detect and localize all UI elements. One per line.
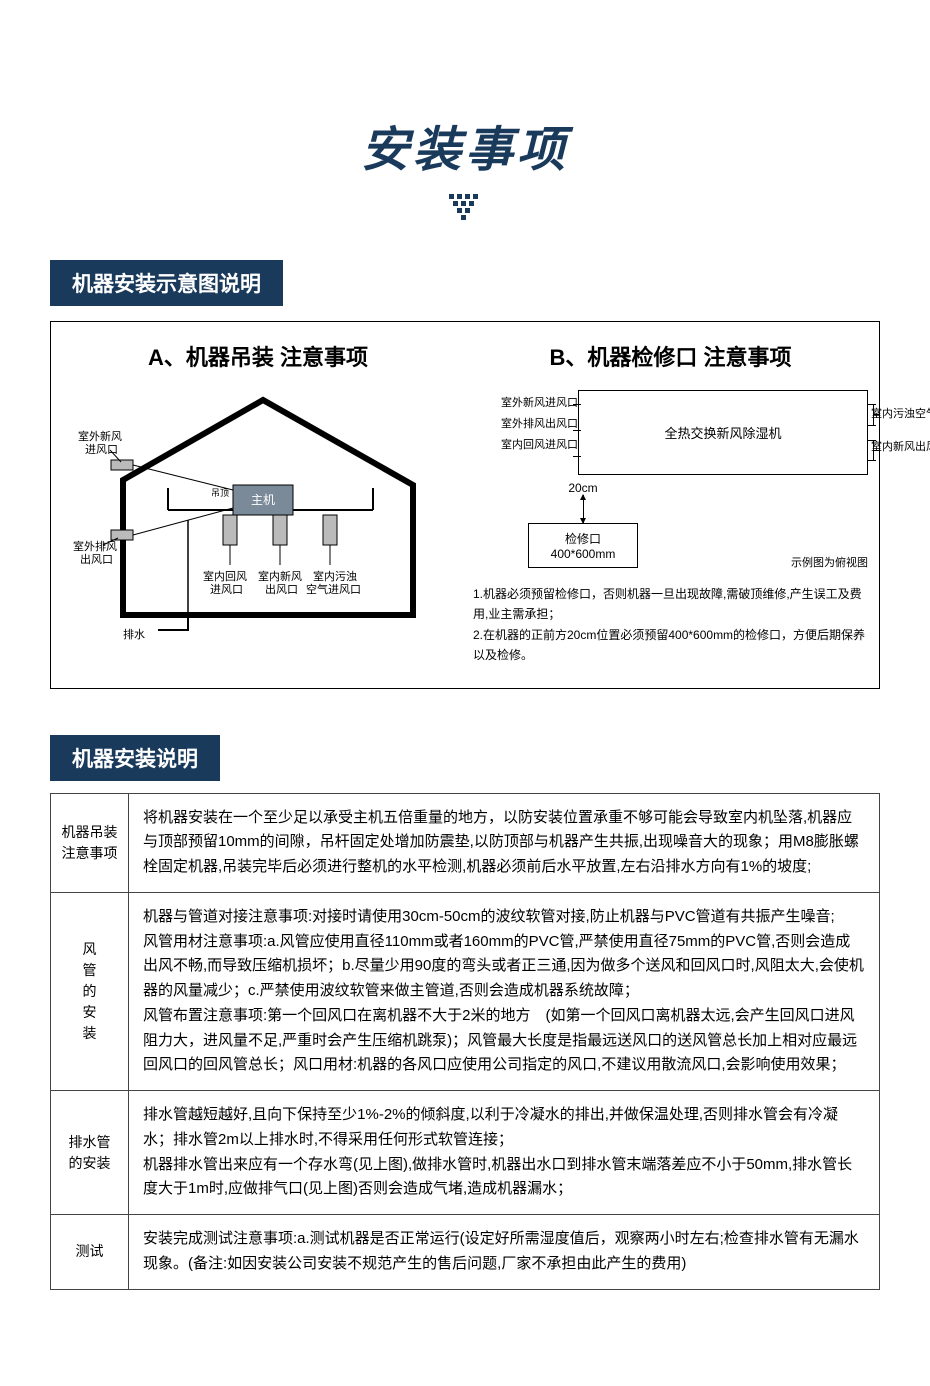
section2-tag: 机器安装说明 xyxy=(50,735,220,781)
b-gap: 20cm xyxy=(533,481,633,523)
install-table: 机器吊装 注意事项 将机器安装在一个至少足以承受主机五倍重量的地方，以防安装位置… xyxy=(50,793,880,1290)
label-outdoor-fresh-in: 室外新风进风口 xyxy=(78,429,122,456)
b-notes: 1.机器必须预留检修口，否则机器一旦出现故障,需破顶维修,产生误工及费用,业主需… xyxy=(473,584,868,666)
left-port-2: 室内回风进风口 xyxy=(473,435,578,456)
section1-tag: 机器安装示意图说明 xyxy=(50,260,283,306)
label-indoor-dirty-in: 室内污浊空气进风口 xyxy=(306,569,361,596)
hang-label: 吊顶 xyxy=(211,488,229,498)
b-caption: 示例图为俯视图 xyxy=(473,554,868,570)
host-label: 主机 xyxy=(251,493,275,507)
rowbody-3: 安装完成测试注意事项:a.测试机器是否正常运行(设定好所需湿度值后，观察两小时左… xyxy=(129,1215,880,1290)
right-port-0: 室内污浊空气进风口 xyxy=(871,398,930,431)
title-decoration xyxy=(445,192,485,222)
house-diagram: 主机 吊顶 xyxy=(73,390,443,650)
diagram-a-title: A、机器吊装 注意事项 xyxy=(73,340,443,372)
diagram-b-title: B、机器检修口 注意事项 xyxy=(473,340,868,372)
b-gap-arrow xyxy=(583,495,584,523)
b-note-2: 2.在机器的正前方20cm位置必须预留400*600mm的检修口，方便后期保养以… xyxy=(473,625,868,666)
diagram-frame: A、机器吊装 注意事项 主机 吊顶 xyxy=(50,321,880,689)
b-note-1: 1.机器必须预留检修口，否则机器一旦出现故障,需破顶维修,产生误工及费用,业主需… xyxy=(473,584,868,625)
rowbody-2: 排水管越短越好,且向下保持至少1%-2%的倾斜度,以利于冷凝水的排出,并做保温处… xyxy=(129,1091,880,1215)
table-row: 排水管 的安装 排水管越短越好,且向下保持至少1%-2%的倾斜度,以利于冷凝水的… xyxy=(51,1091,880,1215)
rowhead-0: 机器吊装 注意事项 xyxy=(51,793,129,892)
label-indoor-fresh-out: 室内新风出风口 xyxy=(258,569,302,596)
b-gap-text: 20cm xyxy=(533,481,633,495)
diagram-b: B、机器检修口 注意事项 室外新风进风口 室外排风出风口 室内回风进风口 全热交… xyxy=(473,340,868,666)
left-port-0: 室外新风进风口 xyxy=(473,393,578,414)
main-title: 安装事项 xyxy=(50,110,880,180)
label-indoor-return-in: 室内回风进风口 xyxy=(203,569,247,596)
table-row: 机器吊装 注意事项 将机器安装在一个至少足以承受主机五倍重量的地方，以防安装位置… xyxy=(51,793,880,892)
diagram-a: A、机器吊装 注意事项 主机 吊顶 xyxy=(73,340,443,666)
rowhead-3: 测试 xyxy=(51,1215,129,1290)
b-right-ports: 室内污浊空气进风口 室内新风出风口 xyxy=(871,398,930,464)
rowbody-1: 机器与管道对接注意事项:对接时请使用30cm-50cm的波纹软管对接,防止机器与… xyxy=(129,892,880,1090)
b-inspect-label: 检修口 xyxy=(529,530,637,547)
b-left-ports: 室外新风进风口 室外排风出风口 室内回风进风口 xyxy=(473,393,578,456)
b-machine-box: 全热交换新风除湿机 xyxy=(578,390,868,475)
label-outdoor-exhaust-out: 室外排风出风口 xyxy=(73,539,117,566)
table-row: 测试 安装完成测试注意事项:a.测试机器是否正常运行(设定好所需湿度值后，观察两… xyxy=(51,1215,880,1290)
table-row: 风管的安装 机器与管道对接注意事项:对接时请使用30cm-50cm的波纹软管对接… xyxy=(51,892,880,1090)
left-port-1: 室外排风出风口 xyxy=(473,414,578,435)
label-drain: 排水 xyxy=(123,627,145,641)
rowhead-1: 风管的安装 xyxy=(51,892,129,1090)
title-block: 安装事项 xyxy=(50,110,880,222)
rowhead-2: 排水管 的安装 xyxy=(51,1091,129,1215)
right-port-1: 室内新风出风口 xyxy=(871,431,930,464)
rowbody-0: 将机器安装在一个至少足以承受主机五倍重量的地方，以防安装位置承重不够可能会导致室… xyxy=(129,793,880,892)
